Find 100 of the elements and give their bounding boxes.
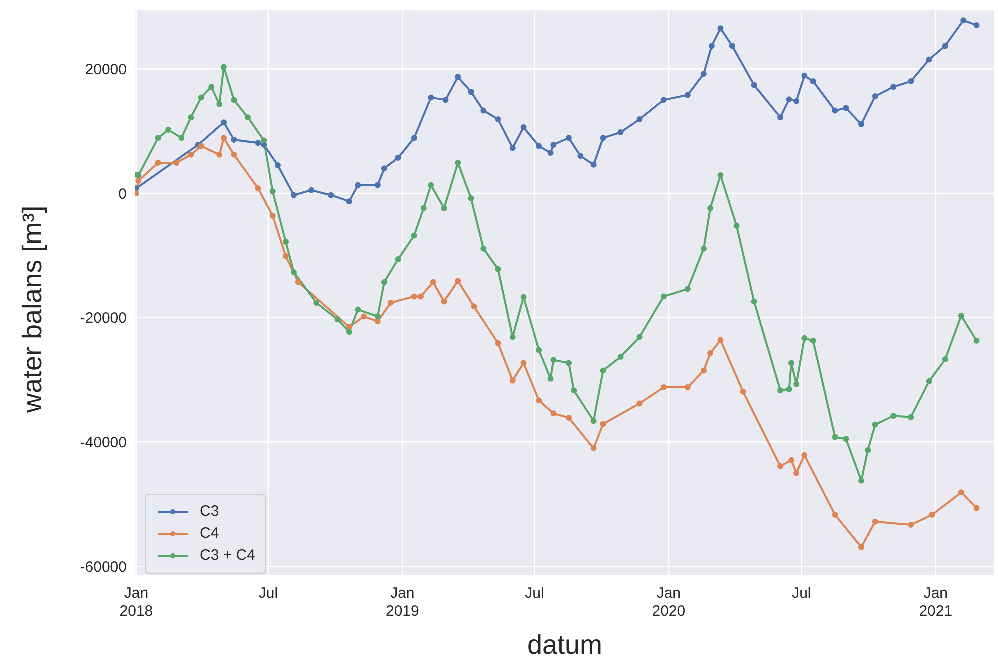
point [810,78,816,85]
point [471,304,478,310]
point [566,415,572,422]
point [843,105,850,112]
point [174,160,180,166]
point [441,298,448,305]
point [188,152,194,158]
y-tick-label: -20000 [80,310,127,328]
y-tick-label: -40000 [80,434,127,452]
point [291,192,298,198]
point [550,410,557,417]
point [155,160,162,166]
x-tick-label: Jan 2021 [919,585,953,620]
point [660,384,667,391]
point [231,152,238,158]
point [216,152,223,158]
point [395,155,402,162]
point [328,192,334,198]
point [355,182,362,188]
point [442,97,449,104]
point [778,464,784,470]
point [958,490,964,496]
point [974,505,980,512]
point [411,294,418,300]
point [858,121,865,128]
point [618,130,624,136]
point [778,114,784,121]
point [786,96,792,103]
point [220,135,227,142]
point [708,43,715,50]
point [832,108,838,114]
point [890,84,897,90]
x-tick-label: Jul [525,585,544,602]
point [960,18,967,24]
point [220,120,227,126]
point [411,135,418,142]
x-tick-label: Jan 2019 [386,585,420,620]
point [590,445,597,452]
point [802,72,808,79]
legend-label: C4 [200,524,220,544]
point [274,162,281,168]
point [566,135,572,142]
point [418,294,424,300]
point [536,398,542,404]
point [590,162,597,168]
point [548,150,554,156]
point [381,166,388,172]
point [751,82,758,88]
point [136,178,142,184]
point [942,43,948,50]
point [255,186,262,192]
legend-label: C3 + C4 [200,546,256,566]
point [794,98,800,104]
point [788,457,794,464]
point [282,253,289,260]
point [974,22,980,29]
point [600,421,606,428]
point [858,544,865,550]
point [480,108,487,114]
point [495,340,502,346]
point [872,518,878,525]
legend-label: C3 [200,502,220,522]
point [684,384,691,391]
point [926,56,932,63]
point [520,124,527,131]
point [510,378,516,384]
point [700,71,707,78]
point [295,279,302,286]
point [718,337,724,344]
x-tick-label: Jul [792,585,812,602]
point [388,300,394,306]
x-tick-label: Jan 2018 [120,585,154,620]
point [374,182,381,188]
x-axis-title: datum [527,630,603,660]
point [636,400,643,407]
point [428,94,434,101]
point [832,512,838,518]
point [455,74,462,80]
point [346,324,352,330]
point [536,143,542,150]
point [430,279,436,286]
point [600,135,606,142]
x-tick-label: Jan 2020 [652,585,686,620]
point [908,522,914,528]
point [255,140,262,146]
point [929,512,936,518]
point [636,116,643,122]
point [270,212,276,219]
point [578,153,584,160]
point [708,350,714,356]
point [700,368,707,374]
point [346,198,352,205]
point [231,136,238,143]
point [908,78,914,85]
point [374,318,381,325]
point [361,314,368,320]
point [520,360,527,366]
x-tick-label: Jul [258,585,278,602]
point [198,143,204,150]
point [468,89,474,96]
